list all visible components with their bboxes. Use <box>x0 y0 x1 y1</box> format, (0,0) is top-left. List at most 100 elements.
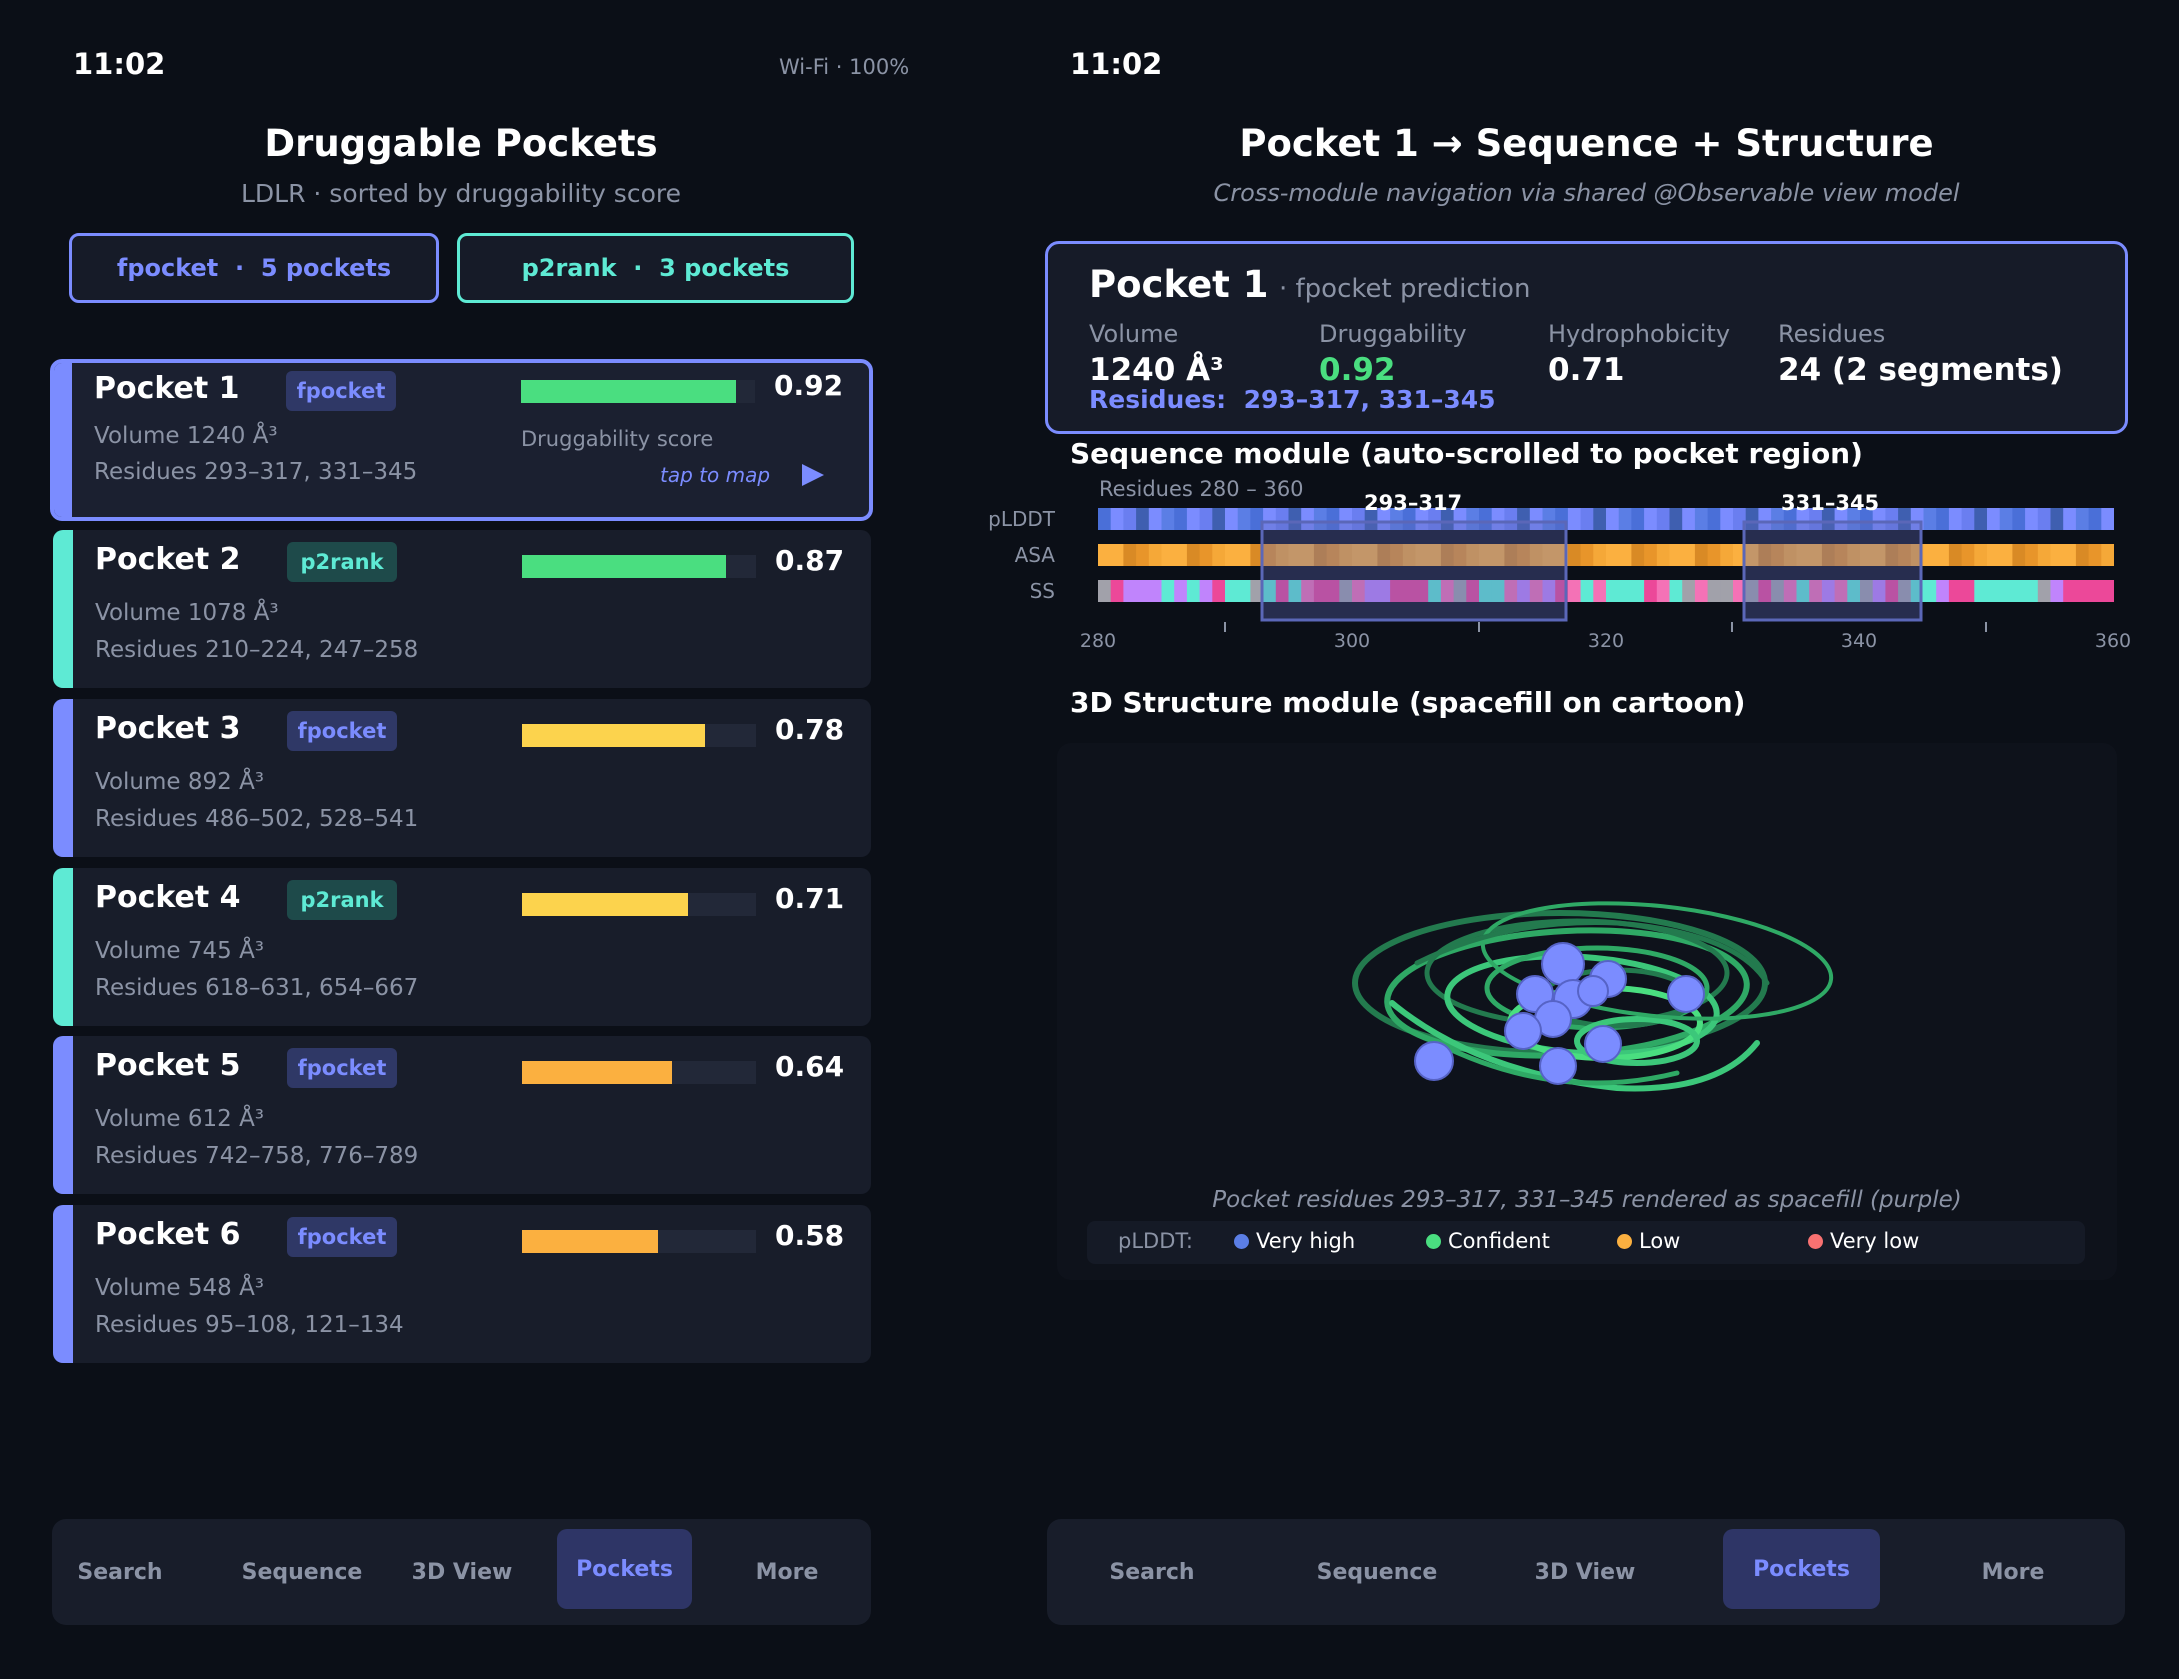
pocket-card-1[interactable]: Pocket 1 fpocket 0.92 Volume 1240 Å³ Res… <box>50 359 873 521</box>
pocket-highlight-segment-1[interactable] <box>1260 520 1568 622</box>
track-cell <box>1466 508 1480 530</box>
sequence-tracks[interactable] <box>1098 508 2114 623</box>
tab-3d-view[interactable]: 3D View <box>411 1559 513 1585</box>
method-stripe <box>54 363 72 517</box>
track-cell <box>2025 580 2039 602</box>
track-cell <box>1186 544 1201 566</box>
track-cell <box>1364 580 1378 602</box>
pocket-highlight-segment-2[interactable] <box>1742 520 1923 622</box>
track-cell <box>1593 580 1607 602</box>
ss-track <box>1098 580 2114 602</box>
pocket-card-2[interactable]: Pocket 2 p2rank 0.87 Volume 1078 Å³ Resi… <box>53 530 871 688</box>
track-cell <box>1948 544 1963 566</box>
filter-p2rank-button[interactable]: p2rank · 3 pockets <box>457 233 854 303</box>
track-cell <box>1491 544 1505 566</box>
track-cell <box>1783 544 1798 566</box>
score-value: 0.64 <box>775 1050 845 1083</box>
tap-to-map-link[interactable]: tap to map <box>660 463 771 487</box>
tab-sequence[interactable]: Sequence <box>241 1559 363 1585</box>
highlight-label-2: 331–345 <box>1781 491 1880 515</box>
structure-viewer[interactable] <box>1057 743 2117 1280</box>
track-cell <box>1872 580 1886 602</box>
track-cell <box>1847 544 1861 566</box>
highlight-label-1: 293–317 <box>1364 491 1463 515</box>
track-cell <box>1834 508 1848 530</box>
play-arrow-icon[interactable] <box>800 462 826 488</box>
track-cell <box>2050 508 2064 530</box>
tab-search[interactable]: Search <box>77 1559 163 1585</box>
track-cell <box>1567 580 1582 602</box>
filter-fpocket-button[interactable]: fpocket · 5 pockets <box>69 233 439 303</box>
tab-pockets[interactable]: Pockets <box>1723 1529 1880 1609</box>
track-cell <box>1402 544 1417 566</box>
track-cell <box>1415 544 1429 566</box>
pocket-card-3[interactable]: Pocket 3 fpocket 0.78 Volume 892 Å³ Resi… <box>53 699 871 857</box>
axis-label: 300 <box>1333 630 1371 652</box>
track-cell <box>1174 580 1188 602</box>
method-stripe <box>53 868 73 1026</box>
track-cell <box>1796 544 1810 566</box>
legend-very-high: Very high <box>1234 1229 1355 1253</box>
score-value: 0.78 <box>775 713 845 746</box>
track-cell <box>1821 580 1836 602</box>
track-cell <box>1326 580 1340 602</box>
tab-pockets[interactable]: Pockets <box>557 1529 692 1609</box>
low-dot-icon <box>1617 1233 1632 1249</box>
track-cell <box>1644 508 1658 530</box>
track-cell <box>1263 508 1277 530</box>
tab-3d-view[interactable]: 3D View <box>1534 1559 1636 1585</box>
track-cell <box>1301 508 1315 530</box>
track-cell <box>1860 580 1874 602</box>
pocket-card-6[interactable]: Pocket 6 fpocket 0.58 Volume 548 Å³ Resi… <box>53 1205 871 1363</box>
track-cell <box>1860 544 1874 566</box>
pocket-name: Pocket 5 <box>95 1048 241 1083</box>
track-cell <box>1148 544 1163 566</box>
track-cell <box>1542 580 1556 602</box>
tab-more[interactable]: More <box>1981 1559 2045 1585</box>
asa-track <box>1098 544 2114 566</box>
axis-label: 320 <box>1587 630 1625 652</box>
track-cell <box>1529 544 1544 566</box>
detail-page-title: Pocket 1 → Sequence + Structure <box>1239 122 1934 165</box>
pocket-card-5[interactable]: Pocket 5 fpocket 0.64 Volume 612 Å³ Resi… <box>53 1036 871 1194</box>
tab-more[interactable]: More <box>755 1559 819 1585</box>
pocket-spacefill-atoms <box>1414 942 1705 1085</box>
pocket-card-4[interactable]: Pocket 4 p2rank 0.71 Volume 745 Å³ Resid… <box>53 868 871 1026</box>
track-cell <box>1669 580 1683 602</box>
sequence-range: Residues 280 – 360 <box>1099 477 1304 501</box>
tab-search[interactable]: Search <box>1109 1559 1195 1585</box>
detail-pocket-name: Pocket 1 <box>1089 263 1269 306</box>
track-cell <box>1580 508 1594 530</box>
track-cell <box>1148 580 1163 602</box>
pocket-volume: Volume 548 Å³ <box>95 1275 265 1301</box>
track-label-ss: SS <box>1029 579 1055 603</box>
score-bar-fill <box>522 893 689 916</box>
pocket-residues: Residues 618–631, 654–667 <box>95 975 419 1001</box>
track-cell <box>2050 544 2064 566</box>
track-cell <box>1161 580 1175 602</box>
track-cell <box>1440 544 1455 566</box>
track-cell <box>1669 544 1683 566</box>
tab-sequence[interactable]: Sequence <box>1316 1559 1438 1585</box>
track-cell <box>1098 508 1112 530</box>
pocket-name: Pocket 6 <box>95 1217 241 1252</box>
track-cell <box>1771 544 1785 566</box>
track-cell <box>1212 580 1226 602</box>
confident-dot-icon <box>1426 1233 1441 1249</box>
track-cell <box>1199 508 1213 530</box>
score-bar-fill <box>522 724 705 747</box>
track-cell <box>1199 580 1213 602</box>
pocket-detail-card <box>1045 241 2128 434</box>
track-cell <box>1936 544 1950 566</box>
track-cell <box>2075 580 2090 602</box>
track-label-plddt: pLDDT <box>988 507 1055 531</box>
track-cell <box>1745 580 1759 602</box>
track-cell <box>1453 580 1467 602</box>
status-time: 11:02 <box>73 47 166 81</box>
track-cell <box>1923 580 1937 602</box>
track-cell <box>1707 508 1721 530</box>
track-cell <box>1567 508 1582 530</box>
track-cell <box>1504 580 1518 602</box>
legend-label: Very high <box>1256 1229 1356 1253</box>
track-cell <box>1313 544 1328 566</box>
